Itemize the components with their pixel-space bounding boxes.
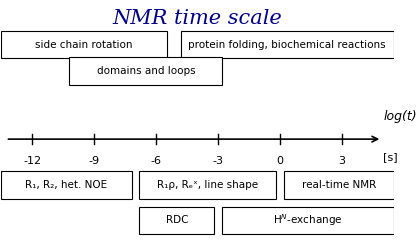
FancyBboxPatch shape: [139, 207, 214, 234]
Text: -12: -12: [23, 156, 42, 166]
Text: R₁, R₂, het. NOE: R₁, R₂, het. NOE: [25, 180, 108, 190]
Text: 0: 0: [276, 156, 284, 166]
FancyBboxPatch shape: [222, 207, 394, 234]
FancyBboxPatch shape: [1, 171, 131, 199]
Text: real-time NMR: real-time NMR: [302, 180, 376, 190]
FancyBboxPatch shape: [139, 171, 276, 199]
FancyBboxPatch shape: [284, 171, 394, 199]
Text: -6: -6: [151, 156, 162, 166]
Text: -9: -9: [89, 156, 100, 166]
Text: log(t): log(t): [383, 110, 417, 123]
Text: [s]: [s]: [383, 152, 398, 162]
Text: H$^{N}$-exchange: H$^{N}$-exchange: [273, 212, 343, 228]
FancyBboxPatch shape: [1, 31, 167, 58]
FancyBboxPatch shape: [181, 31, 394, 58]
Text: NMR time scale: NMR time scale: [113, 9, 282, 28]
FancyBboxPatch shape: [69, 57, 223, 85]
Text: RDC: RDC: [165, 215, 188, 226]
Text: 3: 3: [339, 156, 346, 166]
Text: -3: -3: [213, 156, 223, 166]
Text: side chain rotation: side chain rotation: [35, 40, 133, 50]
Text: protein folding, biochemical reactions: protein folding, biochemical reactions: [189, 40, 386, 50]
Text: R₁ρ, Rₑˣ, line shape: R₁ρ, Rₑˣ, line shape: [157, 180, 258, 190]
Text: domains and loops: domains and loops: [97, 66, 195, 76]
